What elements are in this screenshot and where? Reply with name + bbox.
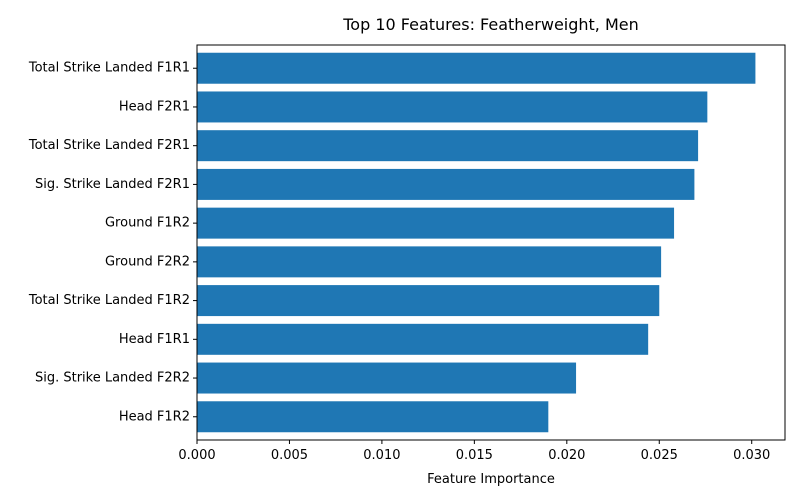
bar xyxy=(197,130,699,162)
y-tick-label: Total Strike Landed F1R1 xyxy=(28,61,190,76)
y-tick-label: Sig. Strike Landed F2R2 xyxy=(35,371,190,386)
y-tick-label: Total Strike Landed F1R2 xyxy=(28,293,190,308)
bar xyxy=(197,207,675,239)
x-tick-label: 0.000 xyxy=(178,448,215,463)
x-tick-label: 0.010 xyxy=(363,448,400,463)
y-tick-label: Ground F2R2 xyxy=(105,254,190,269)
plot-frame xyxy=(196,44,786,441)
x-axis-ticks: 0.000 0.005 0.010 0.015 0.020 0.025 0.030 xyxy=(178,440,770,463)
y-tick-label: Sig. Strike Landed F2R1 xyxy=(35,177,190,192)
bar xyxy=(197,401,549,433)
x-tick-label: 0.030 xyxy=(733,448,770,463)
bar xyxy=(197,168,695,200)
y-axis-ticks: Total Strike Landed F1R1 Head F2R1 Total S… xyxy=(28,61,197,424)
bar xyxy=(197,91,708,123)
bars-layer xyxy=(197,52,756,433)
y-tick-label: Head F1R2 xyxy=(119,409,190,424)
x-tick-label: 0.020 xyxy=(548,448,585,463)
bar xyxy=(197,285,660,317)
y-tick-label: Head F2R1 xyxy=(119,99,190,114)
chart-title: Top 10 Features: Featherweight, Men xyxy=(342,15,639,34)
axes-frame xyxy=(196,44,786,441)
x-tick-label: 0.005 xyxy=(271,448,308,463)
bar xyxy=(197,52,756,84)
bar xyxy=(197,246,662,278)
bar xyxy=(197,362,577,394)
x-tick-label: 0.015 xyxy=(456,448,493,463)
x-axis-label: Feature Importance xyxy=(427,472,555,487)
x-tick-label: 0.025 xyxy=(641,448,678,463)
y-tick-label: Head F1R1 xyxy=(119,332,190,347)
bar xyxy=(197,323,649,355)
y-tick-label: Total Strike Landed F2R1 xyxy=(28,138,190,153)
y-tick-label: Ground F1R2 xyxy=(105,216,190,231)
